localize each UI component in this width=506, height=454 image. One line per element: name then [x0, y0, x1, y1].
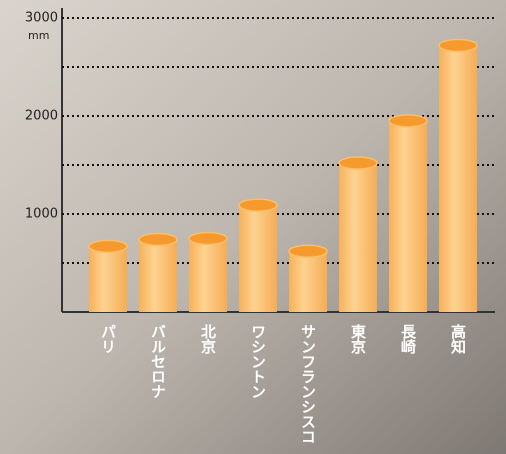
bar — [139, 239, 177, 312]
y-tick-label: 3000 — [25, 11, 58, 26]
bar-top — [288, 244, 328, 258]
bar-top — [138, 232, 178, 247]
bar — [389, 120, 427, 313]
bar-top — [88, 239, 128, 254]
x-tick-label: 長崎 — [399, 324, 417, 355]
bar — [339, 163, 377, 312]
bar-top — [438, 38, 478, 53]
bar — [439, 45, 477, 312]
bar — [189, 238, 227, 312]
bar — [89, 246, 127, 312]
x-tick-label: バルセロナ — [149, 324, 167, 399]
x-tick-label: ワシントン — [249, 324, 267, 399]
y-unit: mm — [28, 29, 49, 42]
bar-top — [188, 231, 228, 246]
bar-top — [238, 198, 278, 212]
bar-top — [338, 156, 378, 170]
x-tick-label: 東京 — [349, 323, 367, 355]
x-tick-label: 北京 — [199, 324, 217, 355]
x-tick-label: 高知 — [449, 323, 467, 355]
y-tick-label: 1000 — [25, 207, 58, 222]
x-tick-label: サンフランシスコ — [299, 324, 317, 444]
bar-top — [388, 114, 428, 128]
bar — [239, 205, 277, 312]
x-tick-label: パリ — [99, 324, 117, 354]
bar — [289, 251, 327, 312]
y-tick-label: 2000 — [25, 109, 58, 124]
